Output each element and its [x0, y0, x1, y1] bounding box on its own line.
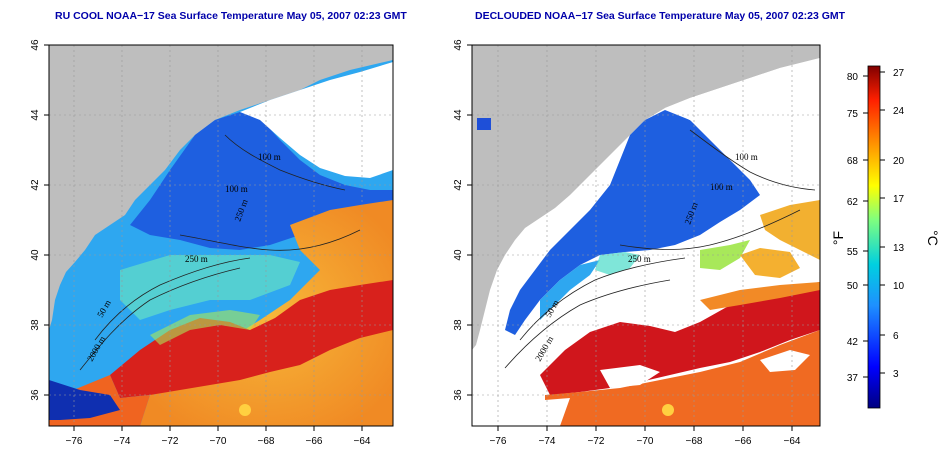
- celsius-unit-label: °C: [925, 230, 941, 246]
- c-tick-6: 6: [893, 331, 899, 342]
- right-lon-tick-72: −72: [588, 436, 605, 447]
- right-lat-tick-46: 46: [453, 39, 464, 51]
- right-lon-tick-70: −70: [637, 436, 654, 447]
- c-tick-20: 20: [893, 156, 905, 167]
- right-map-frame: [471, 44, 821, 427]
- right-lat-tick-44: 44: [453, 109, 464, 121]
- left-lon-tick-66: −66: [306, 436, 323, 447]
- right-contour-label-1: 100 m: [735, 152, 758, 162]
- left-lat-tick-42: 42: [30, 179, 41, 191]
- left-lon-tick-70: −70: [210, 436, 227, 447]
- right-lon-tick-66: −66: [735, 436, 752, 447]
- colorbar: 80 75 68 62 55 50 42 37 27 24 20 17 13 1…: [830, 65, 941, 409]
- f-tick-80: 80: [847, 72, 859, 83]
- right-lon-tick-64: −64: [784, 436, 801, 447]
- right-lon-tick-76: −76: [490, 436, 507, 447]
- left-panel-title: RU COOL NOAA−17 Sea Surface Temperature …: [55, 10, 407, 22]
- left-contour-label-2: 100 m: [225, 184, 248, 194]
- right-lon-tick-74: −74: [539, 436, 556, 447]
- right-warm-patch-1: [760, 200, 820, 260]
- c-tick-10: 10: [893, 281, 905, 292]
- f-tick-42: 42: [847, 337, 859, 348]
- f-tick-68: 68: [847, 156, 859, 167]
- right-lat-tick-36: 36: [453, 389, 464, 401]
- left-lon-tick-64: −64: [354, 436, 371, 447]
- right-lon-tick-68: −68: [686, 436, 703, 447]
- f-tick-62: 62: [847, 197, 859, 208]
- left-gulf-stream: [110, 280, 393, 398]
- c-tick-3: 3: [893, 369, 899, 380]
- left-map-frame: [48, 44, 394, 427]
- left-lat-tick-38: 38: [30, 319, 41, 331]
- right-gulf-stream: [540, 282, 820, 395]
- right-lat-tick-40: 40: [453, 249, 464, 261]
- left-lon-tick-68: −68: [258, 436, 275, 447]
- left-lon-tick-74: −74: [114, 436, 131, 447]
- c-tick-27: 27: [893, 68, 905, 79]
- c-tick-24: 24: [893, 106, 905, 117]
- left-lon-tick-76: −76: [66, 436, 83, 447]
- left-lat-tick-40: 40: [30, 249, 41, 261]
- right-map: 100 m 100 m 250 m 250 m 50 m 2000 m: [472, 45, 820, 426]
- right-contour-label-4: 250 m: [628, 254, 651, 264]
- left-lon-tick-72: −72: [162, 436, 179, 447]
- left-contour-label-4: 250 m: [185, 254, 208, 264]
- right-warm-south: [545, 330, 820, 426]
- f-tick-55: 55: [847, 247, 859, 258]
- f-tick-50: 50: [847, 281, 859, 292]
- fahrenheit-unit-label: °F: [830, 231, 846, 245]
- right-cold-shelf: [505, 110, 760, 335]
- right-contour-label-2: 100 m: [710, 182, 733, 192]
- left-lat-tick-36: 36: [30, 389, 41, 401]
- colorbar-gradient: [867, 65, 881, 409]
- right-land: [472, 45, 820, 350]
- right-panel-title: DECLOUDED NOAA−17 Sea Surface Temperatur…: [475, 10, 846, 22]
- f-tick-37: 37: [847, 373, 859, 384]
- left-contour-label-1: 100 m: [258, 152, 281, 162]
- c-tick-17: 17: [893, 194, 905, 205]
- left-gulf-maine: [240, 62, 393, 178]
- right-lat-tick-38: 38: [453, 319, 464, 331]
- f-tick-75: 75: [847, 109, 859, 120]
- left-land: [49, 45, 393, 330]
- left-lat-tick-44: 44: [30, 109, 41, 121]
- right-lat-tick-42: 42: [453, 179, 464, 191]
- left-lat-tick-46: 46: [30, 39, 41, 51]
- left-map: 100 m 100 m 250 m 250 m 50 m 2000 m: [49, 45, 393, 426]
- c-tick-13: 13: [893, 243, 905, 254]
